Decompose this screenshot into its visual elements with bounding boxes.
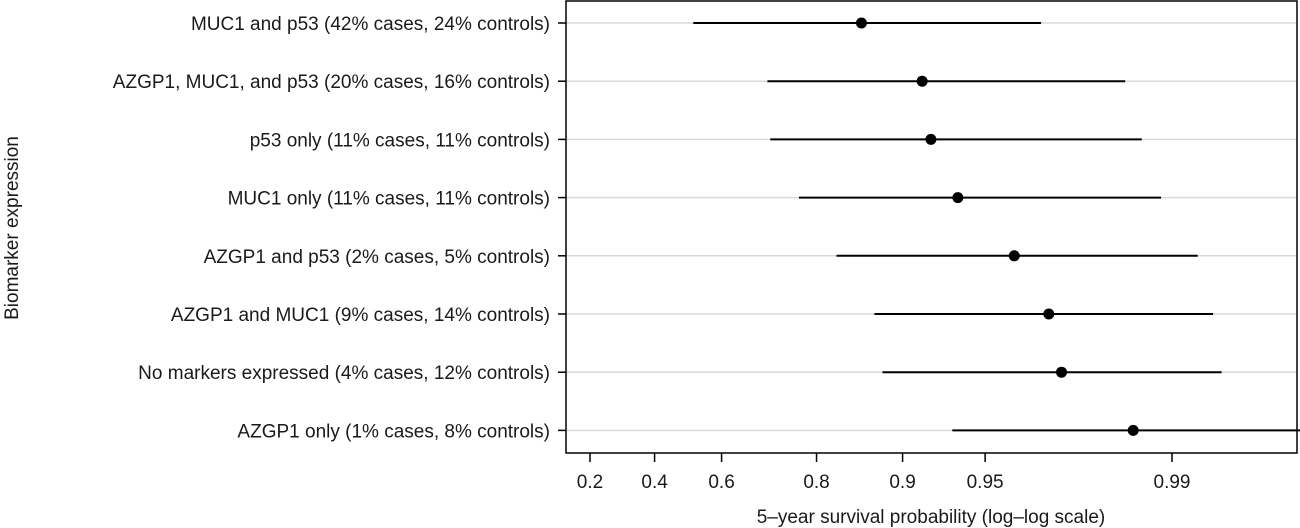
y-axis-ticks: [558, 22, 566, 432]
point-estimate: [952, 192, 964, 204]
point-estimate: [1127, 424, 1139, 436]
category-label: No markers expressed (4% cases, 12% cont…: [138, 363, 550, 384]
category-label: AZGP1 only (1% cases, 8% controls): [237, 421, 550, 442]
y-axis-title: Biomarker expression: [2, 136, 23, 320]
gridlines: [566, 22, 1297, 432]
category-labels: MUC1 and p53 (42% cases, 24% controls) AZ…: [113, 14, 550, 442]
plot-frame: [565, 0, 1298, 454]
x-tick-label: 0.4: [641, 472, 668, 493]
x-tick-label: 0.6: [708, 472, 734, 493]
x-axis-ticks: [589, 453, 1173, 462]
category-label: AZGP1 and p53 (2% cases, 5% controls): [204, 247, 550, 268]
category-label: MUC1 only (11% cases, 11% controls): [228, 189, 550, 210]
category-label: MUC1 and p53 (42% cases, 24% controls): [191, 14, 550, 35]
category-label: p53 only (11% cases, 11% controls): [250, 130, 550, 151]
x-tick-label: 0.8: [803, 472, 829, 493]
point-estimate: [1056, 366, 1068, 378]
point-estimate: [1043, 308, 1055, 320]
category-label: AZGP1 and MUC1 (9% cases, 14% controls): [171, 305, 550, 326]
x-tick-label: 0.99: [1154, 472, 1191, 493]
category-label: AZGP1, MUC1, and p53 (20% cases, 16% con…: [113, 72, 550, 93]
x-tick-label: 0.9: [889, 472, 915, 493]
x-tick-label: 0.95: [967, 472, 1004, 493]
x-tick-label: 0.2: [577, 472, 603, 493]
point-estimates: [855, 17, 1139, 436]
x-axis-title: 5–year survival probability (log–log sca…: [757, 507, 1106, 528]
x-tick-labels: 0.2 0.4 0.6 0.8 0.9 0.95 0.99: [577, 472, 1191, 493]
confidence-intervals: [693, 22, 1300, 432]
point-estimate: [1008, 250, 1020, 262]
point-estimate: [916, 75, 928, 87]
point-estimate: [855, 17, 867, 29]
point-estimate: [925, 133, 937, 145]
